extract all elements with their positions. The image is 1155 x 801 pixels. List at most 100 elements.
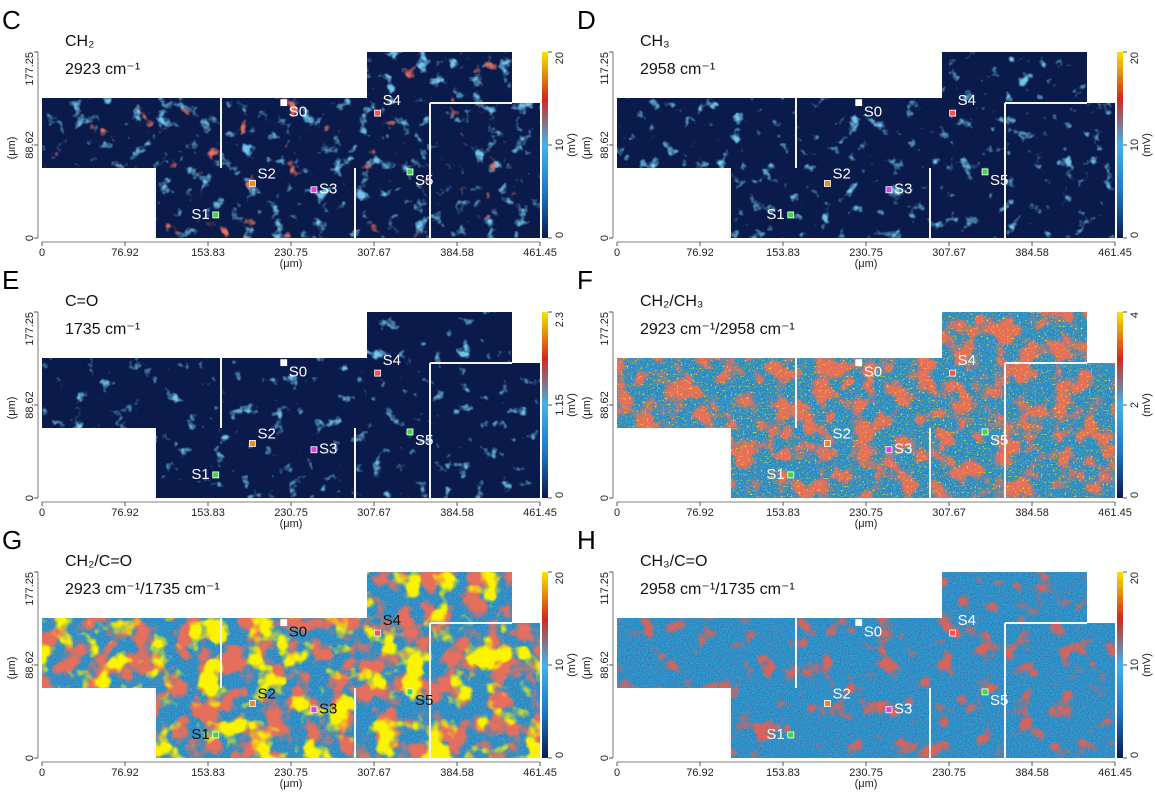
panel: 0 76.92 153.83 230.75 307.67 384.58 461.45 (μm)…	[2, 5, 578, 270]
colorbar-tick-label: 2.3	[554, 312, 566, 327]
y-tick-label: 88.62	[24, 131, 36, 159]
sample-point	[981, 688, 989, 696]
sample-point	[885, 446, 893, 454]
colorbar-tick-label: 0	[554, 752, 566, 758]
y-tick-label: 0	[24, 495, 36, 501]
map-image	[42, 52, 540, 238]
sample-point	[787, 211, 795, 219]
point-label: S1	[191, 206, 209, 223]
y-tick-label: 0	[24, 755, 36, 761]
colorbar-tick-label: 20	[554, 52, 566, 64]
y-tick-label: 117.25	[599, 52, 611, 85]
point-label: S5	[415, 692, 433, 709]
panel-letter: D	[577, 5, 596, 35]
sample-point	[212, 731, 220, 739]
point-label: S3	[319, 181, 337, 198]
x-tick-label: 0	[39, 767, 45, 779]
point-label: S0	[864, 104, 882, 121]
map-title: CH₂	[65, 33, 94, 50]
colorbar-tick-label: 10	[1129, 659, 1141, 671]
sample-point	[280, 619, 288, 627]
colorbar-tick-label: 20	[554, 572, 566, 584]
point-label: S5	[990, 172, 1008, 189]
point-label: S3	[319, 441, 337, 458]
point-label: S0	[864, 624, 882, 641]
point-label: S2	[832, 425, 850, 442]
point-label: S4	[958, 352, 976, 369]
sample-point	[249, 180, 256, 187]
point-label: S1	[191, 466, 209, 483]
map-subtitle: 2958 cm⁻¹	[640, 61, 715, 78]
x-tick-label: 307.67	[932, 507, 966, 519]
x-tick-label: 230.75	[274, 767, 308, 779]
map-title: CH₂/C=O	[65, 553, 132, 570]
map-title: CH₃	[640, 33, 670, 50]
point-label: S5	[990, 692, 1008, 709]
x-axis-label: (μm)	[280, 778, 303, 790]
colorbar-label: (mV)	[566, 393, 578, 417]
x-tick-label: 153.83	[191, 247, 225, 259]
sample-point	[855, 619, 863, 627]
y-tick-label: 117.25	[599, 572, 611, 605]
x-axis-label: (μm)	[280, 258, 303, 270]
y-tick-label: 88.62	[24, 651, 36, 679]
sample-point	[310, 706, 318, 714]
x-tick-label: 307.67	[932, 247, 966, 259]
colorbar	[1117, 572, 1123, 758]
sample-point	[855, 99, 863, 107]
sample-point	[787, 471, 795, 479]
point-label: S3	[894, 181, 912, 198]
colorbar-label: (mV)	[566, 133, 578, 157]
map-image	[617, 312, 1115, 498]
map-image	[42, 312, 540, 498]
point-label: S3	[894, 701, 912, 718]
x-axis-label: (μm)	[855, 258, 878, 270]
map-image	[617, 52, 1115, 238]
sample-point	[374, 629, 382, 637]
y-tick-label: 177.25	[599, 312, 611, 346]
x-tick-label: 461.45	[523, 507, 557, 519]
colorbar-label: (mV)	[1141, 133, 1153, 157]
panel-letter: H	[577, 525, 596, 555]
sample-point	[981, 428, 989, 436]
y-tick-label: 88.62	[599, 651, 611, 679]
sample-point	[374, 109, 382, 117]
y-tick-label: 0	[599, 235, 611, 241]
point-label: S2	[257, 165, 275, 182]
colorbar-tick-label: 0	[554, 492, 566, 498]
sample-point	[280, 359, 288, 367]
x-tick-label: 384.58	[1015, 507, 1049, 519]
sample-point	[280, 99, 288, 107]
sample-point	[249, 700, 256, 707]
x-axis-label: (μm)	[855, 778, 878, 790]
colorbar-label: (mV)	[1141, 653, 1153, 677]
colorbar-tick-label: 10	[554, 659, 566, 671]
y-axis-label: (μm)	[581, 657, 593, 680]
y-tick-label: 177.25	[24, 52, 36, 86]
y-axis-label: (μm)	[6, 397, 18, 420]
colorbar-tick-label: 4	[1129, 312, 1141, 318]
x-tick-label: 76.92	[686, 767, 714, 779]
x-tick-label: 153.83	[766, 507, 800, 519]
x-tick-label: 0	[614, 507, 620, 519]
y-tick-label: 0	[24, 235, 36, 241]
colorbar-tick-label: 1.15	[554, 394, 566, 415]
point-label: S2	[257, 425, 275, 442]
point-label: S5	[415, 172, 433, 189]
x-tick-label: 307.67	[357, 767, 391, 779]
point-label: S4	[383, 612, 401, 629]
map-title: CH₃/C=O	[640, 553, 707, 570]
x-tick-label: 230.75	[849, 247, 883, 259]
point-label: S1	[766, 726, 784, 743]
colorbar-tick-label: 0	[1129, 232, 1141, 238]
sample-point	[212, 471, 220, 479]
sample-point	[949, 629, 957, 637]
sample-point	[824, 440, 831, 447]
panel-letter: F	[577, 265, 593, 295]
sample-point	[855, 359, 863, 367]
colorbar-tick-label: 10	[1129, 139, 1141, 151]
x-tick-label: 461.45	[1098, 247, 1132, 259]
point-label: S0	[289, 624, 307, 641]
y-tick-label: 0	[599, 755, 611, 761]
map-subtitle: 2958 cm⁻¹/1735 cm⁻¹	[640, 581, 795, 598]
